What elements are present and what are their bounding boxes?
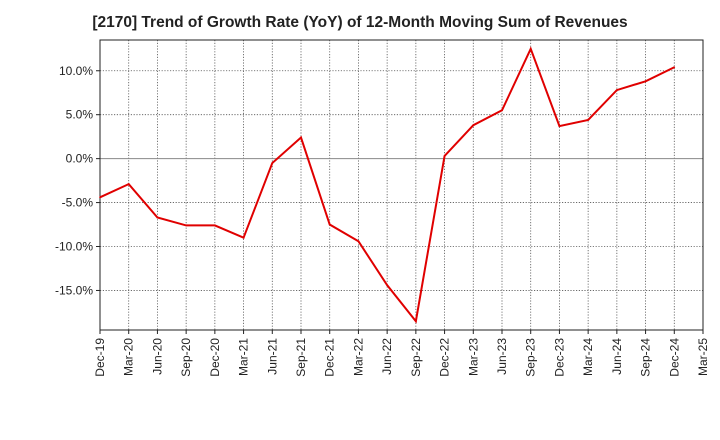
data-point	[472, 124, 475, 127]
data-point	[99, 196, 101, 199]
x-tick-label: Sep-22	[409, 338, 423, 377]
x-tick-label: Dec-21	[323, 338, 337, 377]
data-point	[386, 284, 388, 286]
x-tick-label: Mar-20	[122, 338, 136, 376]
x-tick-label: Jun-23	[495, 338, 509, 375]
x-tick-label: Jun-20	[150, 338, 164, 375]
data-point	[300, 136, 302, 139]
x-tick-label: Sep-20	[179, 338, 193, 377]
y-tick-label: 5.0%	[66, 108, 94, 122]
data-point	[415, 320, 417, 323]
data-point	[214, 224, 216, 227]
y-tick-label: -5.0%	[62, 196, 94, 210]
x-tick-label: Sep-21	[294, 338, 308, 377]
x-tick-label: Jun-21	[265, 338, 279, 375]
x-tick-label: Mar-23	[466, 338, 480, 376]
data-point	[587, 119, 589, 121]
x-tick-label: Dec-22	[438, 338, 452, 377]
data-point	[529, 47, 532, 50]
data-point	[616, 89, 618, 91]
x-tick-label: Jun-22	[380, 338, 394, 375]
x-tick-label: Dec-19	[93, 338, 107, 377]
data-point	[242, 236, 245, 239]
x-tick-label: Mar-21	[237, 338, 251, 376]
data-point	[328, 223, 331, 226]
data-point	[127, 183, 130, 185]
chart-title: [2170] Trend of Growth Rate (YoY) of 12-…	[92, 14, 628, 31]
y-tick-label: -10.0%	[55, 240, 93, 254]
x-tick-label: Dec-23	[552, 338, 566, 377]
y-tick-label: 0.0%	[66, 152, 94, 166]
plot-frame	[99, 39, 704, 331]
x-tick-label: Mar-24	[581, 338, 595, 376]
x-tick-label: Jun-24	[610, 338, 624, 375]
x-tick-label: Sep-23	[524, 338, 538, 377]
data-point	[501, 109, 503, 112]
data-point	[185, 224, 187, 227]
x-tick-label: Sep-24	[639, 338, 653, 377]
data-point	[673, 66, 676, 69]
x-tick-label: Mar-25	[696, 338, 710, 376]
y-tick-label: 10.0%	[59, 64, 93, 78]
x-tick-label: Dec-24	[667, 338, 681, 377]
data-point	[357, 240, 360, 243]
data-point	[558, 125, 561, 127]
data-point	[644, 80, 647, 83]
data-point	[156, 216, 159, 219]
data-point	[271, 162, 274, 164]
x-tick-label: Dec-20	[208, 338, 222, 377]
plot-area	[100, 40, 703, 330]
data-point	[443, 155, 446, 157]
x-tick-label: Mar-22	[351, 338, 365, 376]
y-tick-label: -15.0%	[55, 283, 93, 297]
